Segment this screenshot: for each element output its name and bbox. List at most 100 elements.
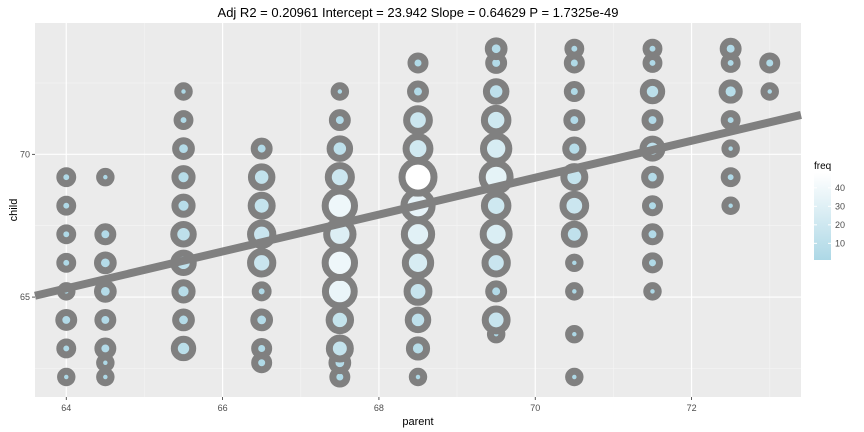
legend-tick-label: 30 <box>835 201 845 211</box>
data-point <box>326 135 354 162</box>
data-point <box>480 190 512 221</box>
data-point <box>565 253 584 273</box>
data-point <box>720 167 741 188</box>
data-point <box>56 167 77 188</box>
data-point <box>563 109 586 132</box>
data-point <box>480 104 512 136</box>
x-tick-label: 70 <box>530 403 540 413</box>
legend: freq 10 20 30 40 <box>814 161 845 260</box>
data-point <box>94 337 117 360</box>
data-point <box>171 279 196 304</box>
regression-line <box>34 111 802 300</box>
data-point <box>641 109 664 132</box>
data-point <box>759 52 781 74</box>
data-point <box>247 163 276 191</box>
legend-tick-label: 10 <box>835 238 845 248</box>
data-point <box>481 248 511 278</box>
data-point <box>484 37 508 61</box>
data-point <box>641 223 664 246</box>
data-point <box>480 132 513 165</box>
data-point <box>93 279 117 303</box>
data-point <box>324 162 355 193</box>
data-point <box>407 52 429 74</box>
data-point <box>401 246 435 279</box>
data-point <box>56 195 77 216</box>
data-point <box>398 157 438 197</box>
data-point <box>402 133 434 165</box>
data-point <box>56 224 77 245</box>
chart-title: Adj R2 = 0.20961 Intercept = 23.942 Slop… <box>218 5 619 20</box>
data-point <box>251 337 273 359</box>
data-point <box>321 244 359 281</box>
data-point <box>325 334 354 363</box>
data-point <box>171 193 196 218</box>
data-point <box>330 82 350 101</box>
legend-tick-label: 20 <box>835 220 845 230</box>
data-point <box>250 137 273 160</box>
data-point <box>565 324 584 344</box>
data-point <box>247 248 277 278</box>
data-point <box>250 308 274 332</box>
data-point <box>404 306 432 334</box>
data-points <box>55 37 781 388</box>
y-tick-label: 70 <box>20 149 30 159</box>
data-point <box>325 305 355 335</box>
data-point <box>403 276 433 306</box>
data-point <box>407 80 429 103</box>
x-tick-label: 68 <box>374 403 384 413</box>
data-point <box>482 78 510 105</box>
data-point <box>481 305 511 335</box>
data-point <box>719 37 742 60</box>
data-point <box>96 167 115 187</box>
data-point <box>643 282 662 301</box>
data-point <box>55 308 78 331</box>
data-point <box>57 367 76 387</box>
legend-colorbar <box>814 173 831 260</box>
x-tick-label: 64 <box>61 403 71 413</box>
x-tick-label: 66 <box>218 403 228 413</box>
data-point <box>408 367 428 387</box>
data-point <box>171 165 196 190</box>
data-point <box>172 308 195 332</box>
data-point <box>485 280 508 303</box>
x-axis: 64 66 68 70 72 <box>61 397 697 413</box>
data-point <box>94 308 117 331</box>
data-point <box>170 221 197 248</box>
data-point <box>639 78 666 105</box>
data-point <box>720 110 741 131</box>
legend-tick-label: 40 <box>835 183 845 193</box>
data-point <box>565 367 584 387</box>
data-point <box>642 38 663 59</box>
data-point <box>173 110 194 131</box>
data-point <box>172 137 195 160</box>
data-point <box>760 82 779 101</box>
data-point <box>251 281 272 302</box>
data-point <box>559 190 590 221</box>
data-point <box>170 335 197 362</box>
data-point <box>174 82 193 101</box>
data-point <box>479 217 513 251</box>
data-point <box>721 196 740 215</box>
data-point <box>405 336 431 361</box>
data-point <box>93 251 117 275</box>
data-point <box>321 273 358 310</box>
data-point <box>718 79 743 104</box>
data-point <box>56 252 77 273</box>
data-point <box>721 139 740 158</box>
data-point <box>247 191 276 220</box>
data-point <box>641 165 664 189</box>
data-point <box>564 38 585 59</box>
data-point <box>563 81 585 103</box>
data-point <box>56 338 77 359</box>
legend-ticks: 10 20 30 40 <box>814 183 845 248</box>
y-axis: 65 70 <box>20 149 35 302</box>
data-point <box>641 195 663 217</box>
data-point <box>400 217 436 252</box>
data-point <box>96 367 115 387</box>
x-tick-label: 72 <box>687 403 697 413</box>
data-point <box>562 136 587 161</box>
data-point <box>321 187 359 224</box>
data-point <box>560 220 588 248</box>
data-point <box>641 252 663 274</box>
legend-title: freq <box>814 161 831 172</box>
